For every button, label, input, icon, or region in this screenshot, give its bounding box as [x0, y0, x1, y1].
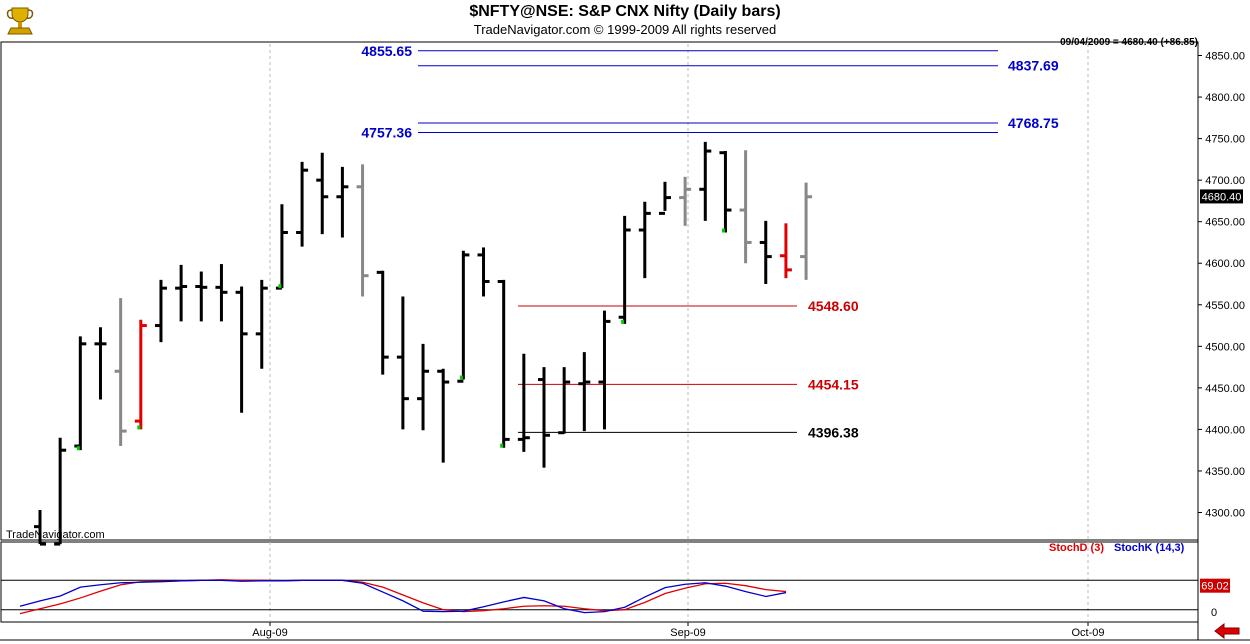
x-tick-label: Oct-09 — [1071, 627, 1104, 639]
level-label: 4837.69 — [1008, 58, 1059, 74]
y-tick-label: 4750.00 — [1205, 134, 1245, 146]
y-tick-label: 4300.00 — [1205, 508, 1245, 520]
level-label: 4454.15 — [808, 376, 859, 392]
y-tick-label: 4350.00 — [1205, 466, 1245, 478]
y-tick-label: 4800.00 — [1205, 92, 1245, 104]
level-label: 4548.60 — [808, 298, 859, 314]
y-tick-label: 4650.00 — [1205, 217, 1245, 229]
level-label: 4855.65 — [361, 43, 412, 59]
y-tick-label: 4700.00 — [1205, 175, 1245, 187]
trophy-logo-icon — [2, 2, 38, 38]
watermark: TradeNavigator.com — [6, 529, 105, 541]
stoch-series-line — [19, 579, 787, 615]
stoch-series-line — [19, 579, 787, 614]
date-value-readout: 09/04/2009 = 4680.40 (+86.85) — [1060, 37, 1198, 48]
last-price-tag: 4680.40 — [1202, 191, 1242, 203]
x-tick-label: Aug-09 — [252, 627, 287, 639]
x-tick-label: Sep-09 — [670, 627, 705, 639]
y-tick-label: 4850.00 — [1205, 51, 1245, 63]
stoch-axis-label: 0 — [1211, 607, 1217, 619]
y-tick-label: 4400.00 — [1205, 424, 1245, 436]
legend-stochd: StochD (3) — [1049, 542, 1104, 554]
chart-subtitle: TradeNavigator.com © 1999-2009 All right… — [473, 22, 777, 37]
last-price-tag-bg — [1200, 189, 1243, 204]
level-label: 4768.75 — [1008, 115, 1059, 131]
stoch-value-tag: 69.02 — [1201, 581, 1229, 593]
chart-title: $NFTY@NSE: S&P CNX Nifty (Daily bars) — [469, 3, 781, 20]
left-arrow-icon[interactable] — [1214, 622, 1240, 640]
legend-stochk: StochK (14,3) — [1114, 542, 1185, 554]
stoch-value-tag-bg — [1200, 578, 1230, 593]
level-label: 4757.36 — [361, 124, 412, 140]
y-tick-label: 4550.00 — [1205, 300, 1245, 312]
y-tick-label: 4450.00 — [1205, 383, 1245, 395]
y-tick-label: 4600.00 — [1205, 258, 1245, 270]
level-label: 4396.38 — [808, 424, 859, 440]
y-tick-label: 4500.00 — [1205, 341, 1245, 353]
